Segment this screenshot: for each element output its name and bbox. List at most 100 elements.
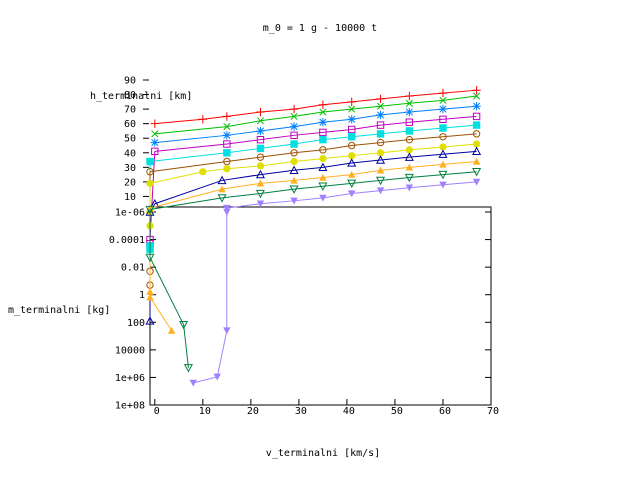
data-point	[167, 326, 176, 334]
series-layer	[145, 85, 482, 387]
data-point	[348, 105, 356, 113]
data-point	[179, 321, 189, 330]
data-point	[376, 149, 385, 157]
data-point	[289, 122, 299, 131]
data-point	[376, 130, 385, 138]
data-point	[472, 130, 481, 138]
series-line-top	[149, 124, 477, 163]
data-point	[319, 108, 327, 116]
data-point	[213, 373, 221, 381]
data-point	[218, 185, 226, 193]
series-0	[150, 85, 481, 128]
data-point	[223, 140, 231, 148]
data-point	[150, 138, 160, 147]
data-point	[217, 194, 227, 203]
series-line-top	[149, 143, 477, 184]
series-9	[145, 168, 482, 373]
data-point	[405, 184, 414, 192]
data-point	[376, 102, 385, 110]
data-point	[145, 316, 155, 325]
series-line-top	[154, 115, 477, 152]
data-point	[472, 85, 481, 95]
bottom-y-tick-label: 10000	[115, 345, 145, 356]
data-point	[319, 135, 327, 144]
data-point	[405, 135, 414, 144]
bottom-panel-frame	[149, 206, 492, 406]
data-point	[289, 165, 299, 174]
data-point	[318, 162, 328, 172]
data-point	[256, 162, 265, 170]
series-line-top	[154, 105, 477, 144]
data-point	[405, 91, 414, 101]
x-axis-label: v_terminalni [km/s]	[266, 448, 380, 459]
data-point	[256, 144, 265, 153]
series-7	[145, 146, 482, 325]
data-point	[405, 118, 414, 126]
data-point	[438, 88, 448, 98]
x-tick-label: 50	[391, 406, 403, 417]
data-point	[223, 157, 231, 166]
top-y-tick-label: 90	[124, 76, 136, 87]
top-y-tick-label: 80	[124, 90, 136, 101]
data-point	[222, 112, 232, 121]
data-point	[146, 293, 154, 301]
data-point	[375, 176, 386, 186]
data-point	[222, 131, 232, 140]
series-2	[150, 102, 481, 147]
data-point	[198, 115, 208, 124]
x-tick-label: 70	[487, 406, 499, 417]
data-point	[348, 125, 356, 134]
bottom-y-tick-label: 1	[139, 290, 145, 301]
series-line-top	[149, 133, 477, 173]
bottom-y-tick-label: 0.01	[121, 263, 145, 274]
top-y-axis-label: h_terminalni [km]	[90, 91, 192, 102]
data-point	[199, 168, 207, 176]
data-point	[439, 160, 447, 168]
x-axis: 0 10 20 30 40 50 60 70	[154, 399, 499, 417]
data-point	[348, 133, 356, 141]
data-point	[146, 287, 154, 295]
series-8	[146, 157, 481, 334]
series-6	[146, 140, 481, 230]
data-point	[472, 168, 482, 177]
data-point	[256, 117, 265, 125]
data-point	[376, 187, 385, 195]
data-point	[472, 102, 481, 111]
bottom-y-tick-label: 1e-06	[115, 208, 145, 219]
data-point	[438, 170, 448, 180]
data-point	[472, 157, 481, 165]
data-point	[256, 153, 265, 161]
data-point	[256, 126, 265, 136]
data-point	[347, 158, 357, 167]
top-y-tick-label: 30	[124, 163, 136, 174]
data-point	[405, 107, 414, 117]
x-tick-label: 10	[199, 406, 211, 417]
data-point	[256, 107, 265, 117]
data-point	[290, 157, 298, 166]
x-tick-label: 40	[343, 406, 355, 417]
data-point	[151, 130, 159, 138]
series-line-top	[154, 150, 477, 205]
data-point	[438, 149, 448, 158]
chart-title: m_0 = 1 g - 10000 t	[263, 23, 377, 34]
data-point	[318, 118, 328, 127]
data-point	[289, 104, 299, 114]
series-line-bottom	[149, 291, 173, 331]
series-line-bottom	[149, 257, 189, 368]
data-point	[319, 146, 327, 154]
x-tick-label: 0	[154, 406, 160, 417]
data-point	[183, 364, 193, 373]
data-point	[256, 200, 265, 208]
top-y-tick-label: 40	[124, 148, 136, 159]
bottom-y-tick-label: 0.0001	[109, 235, 145, 246]
data-point	[290, 197, 298, 205]
data-point	[189, 379, 197, 387]
data-point	[150, 119, 160, 128]
data-point	[319, 194, 327, 202]
data-point	[289, 185, 299, 194]
data-point	[223, 149, 231, 157]
x-tick-label: 60	[439, 406, 451, 417]
data-point	[318, 182, 328, 192]
data-point	[319, 155, 327, 163]
